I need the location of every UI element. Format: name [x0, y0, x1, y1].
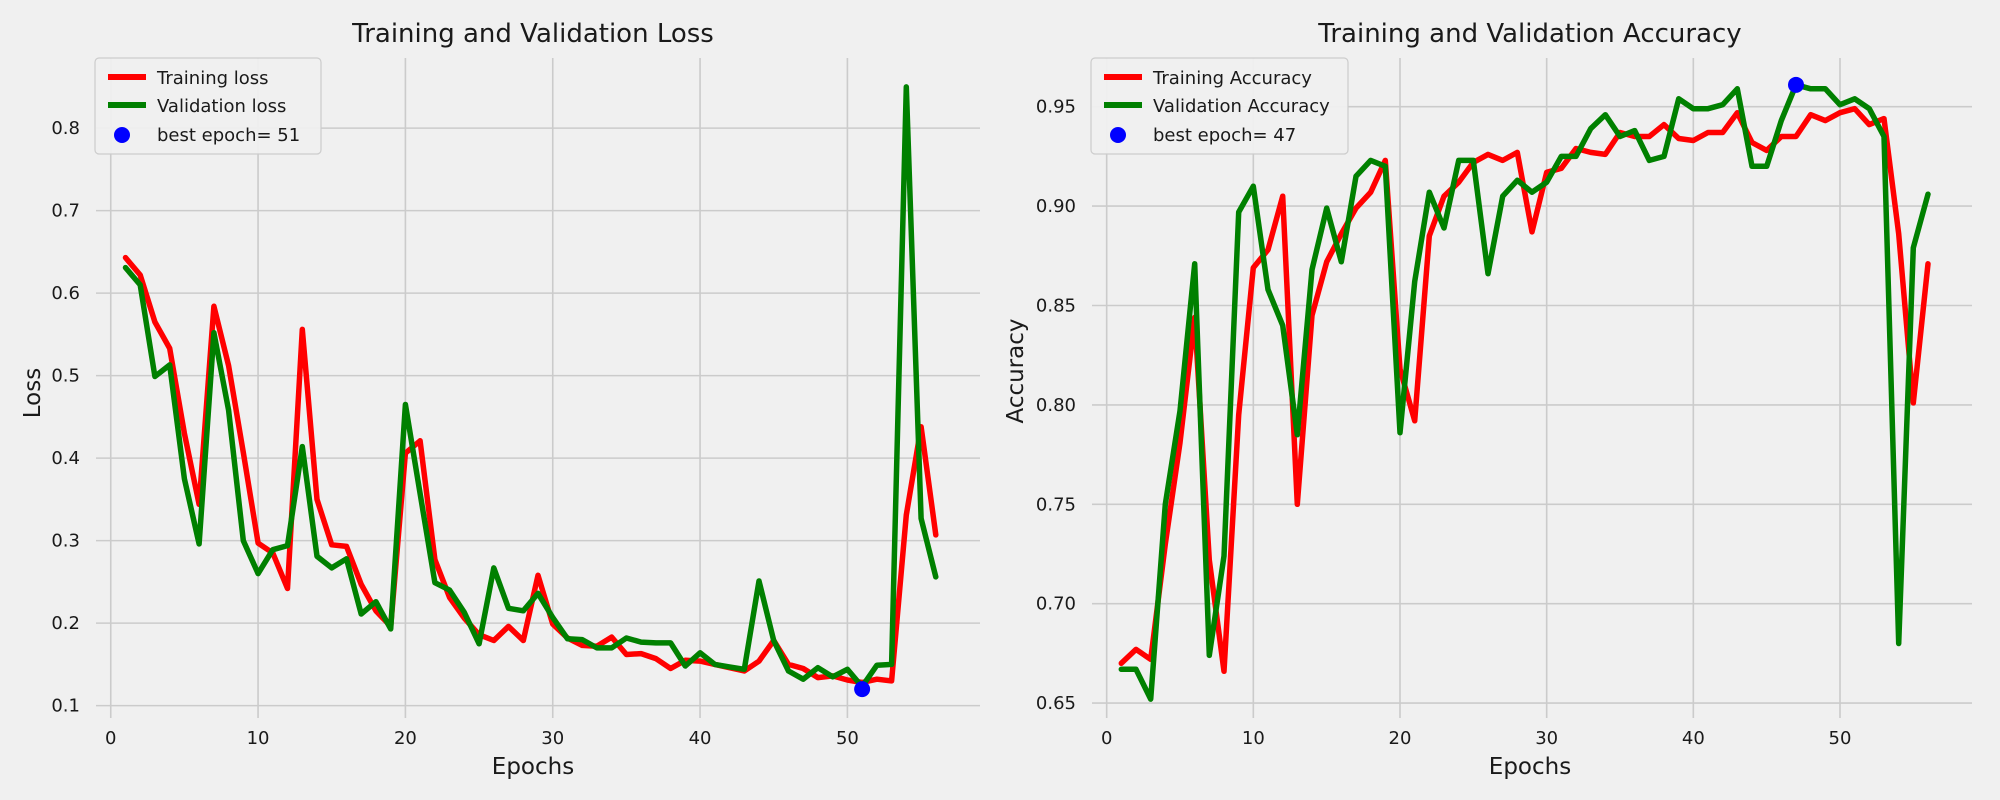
accuracy-y-tick-label: 0.70 [1036, 594, 1076, 615]
loss-y-tick-label: 0.2 [51, 613, 80, 634]
loss-y-tick-label: 0.8 [51, 118, 80, 139]
loss-x-tick-label: 50 [836, 728, 859, 749]
loss-y-tick-label: 0.5 [51, 366, 80, 387]
loss-best-epoch-point [854, 681, 871, 698]
loss-series [122, 84, 939, 690]
accuracy-chart-title: Training and Validation Accuracy [1317, 19, 1741, 49]
loss-y-tick-label: 0.1 [51, 696, 80, 717]
accuracy-best-epoch-layer [1788, 76, 1804, 93]
loss-x-axis-label: Epochs [492, 754, 574, 780]
loss-legend-box [94, 57, 322, 155]
accuracy-legend-label-training: Training Accuracy [1152, 68, 1312, 89]
accuracy-series-line-training [1118, 105, 1931, 675]
accuracy-y-tick-label: 0.75 [1036, 494, 1076, 515]
accuracy-x-tick-label: 10 [1242, 728, 1265, 749]
loss-legend-label-validation: Validation loss [157, 96, 286, 117]
accuracy-y-tick-label: 0.80 [1036, 395, 1076, 416]
accuracy-chart: Training and Validation Accuracy Epochs … [1003, 19, 1972, 780]
loss-y-axis-label: Loss [20, 368, 46, 418]
accuracy-x-tick-label: 30 [1535, 728, 1558, 749]
loss-series-line-validation [122, 84, 939, 690]
loss-tick-labels: 0 10 20 30 40 50 0.1 0.2 0.3 0.4 0.5 0.6 0.7 0.8 [51, 118, 858, 749]
accuracy-legend-box [1090, 57, 1349, 155]
accuracy-best-epoch-point [1788, 76, 1804, 93]
accuracy-y-axis-label: Accuracy [1003, 318, 1029, 423]
loss-chart: Training and Validation Loss Epochs Loss… [20, 19, 980, 780]
loss-gridlines [96, 58, 980, 718]
accuracy-x-tick-label: 20 [1389, 728, 1412, 749]
loss-y-tick-label: 0.3 [51, 531, 80, 552]
loss-series-line-training [122, 254, 939, 686]
accuracy-tick-labels: 0 10 20 30 40 50 0.65 0.70 0.75 0.80 0.85 0.90 0.95 [1036, 97, 1852, 749]
loss-legend-label-best: best epoch= 51 [157, 125, 300, 146]
loss-x-tick-label: 10 [247, 728, 270, 749]
accuracy-legend-label-validation: Validation Accuracy [1153, 96, 1330, 117]
loss-legend-label-training: Training loss [156, 68, 269, 89]
accuracy-gridlines [1092, 58, 1972, 718]
loss-chart-title: Training and Validation Loss [351, 19, 714, 49]
loss-x-tick-label: 0 [105, 728, 116, 749]
loss-x-tick-label: 20 [394, 728, 417, 749]
accuracy-x-tick-label: 0 [1101, 728, 1112, 749]
loss-x-tick-label: 30 [541, 728, 564, 749]
loss-legend: Training loss Validation loss best epoch… [94, 57, 322, 155]
accuracy-x-axis-label: Epochs [1489, 754, 1571, 780]
loss-y-tick-label: 0.6 [51, 283, 80, 304]
accuracy-x-tick-label: 50 [1829, 728, 1852, 749]
accuracy-y-tick-label: 0.90 [1036, 196, 1076, 217]
accuracy-legend: Training Accuracy Validation Accuracy be… [1090, 57, 1349, 155]
loss-y-tick-label: 0.4 [51, 448, 80, 469]
accuracy-legend-swatch-best [1110, 127, 1126, 143]
accuracy-legend-label-best: best epoch= 47 [1153, 125, 1296, 146]
accuracy-y-tick-label: 0.85 [1036, 296, 1076, 317]
loss-x-tick-label: 40 [689, 728, 712, 749]
loss-legend-swatch-best [114, 127, 130, 143]
accuracy-y-tick-label: 0.65 [1036, 693, 1076, 714]
accuracy-x-tick-label: 40 [1682, 728, 1705, 749]
accuracy-y-tick-label: 0.95 [1036, 97, 1076, 118]
loss-best-epoch-layer [854, 681, 871, 698]
loss-y-tick-label: 0.7 [51, 201, 80, 222]
